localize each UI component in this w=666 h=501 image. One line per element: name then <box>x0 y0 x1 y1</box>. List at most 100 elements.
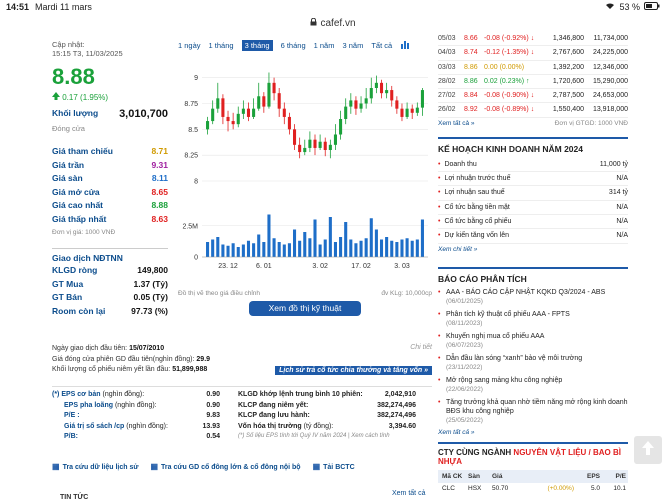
analysis-reports: BÁO CÁO PHÂN TÍCH AAA - BÁO CÁO CẬP NHẬT… <box>438 266 628 436</box>
trade-price-text: 8.86 <box>464 63 478 71</box>
trade-history-see-all[interactable]: Xem tất cả » <box>438 119 475 127</box>
status-bar: 14:51 Mardi 11 mars 53 % <box>0 0 666 14</box>
price-row: Giá trần 9.31 <box>52 159 168 173</box>
candle-body <box>420 90 424 108</box>
plan-row: Cổ tức bằng tiền mặt N/A <box>438 201 628 215</box>
plan-details-link[interactable]: Xem chi tiết » <box>438 245 478 253</box>
industry-cell: 50.70 <box>492 484 509 492</box>
candle-body <box>241 108 245 114</box>
shareholder-trades-link[interactable]: ▦ Tra cứu GD cổ đông lớn & cổ đông nội bộ <box>150 462 300 471</box>
eps-note[interactable]: (*) Số liệu EPS tính tới Quý IV năm 2024… <box>238 433 390 439</box>
info-line: Ngày giao dịch đầu tiên: 15/07/2010 <box>52 344 432 355</box>
candle-body <box>385 90 389 94</box>
tab-6-months[interactable]: 6 tháng <box>280 41 306 50</box>
foreign-row-label: KLGD ròng <box>52 265 98 275</box>
volume-bar <box>287 243 291 257</box>
history-data-link[interactable]: ▦ Tra cứu dữ liệu lịch sử <box>52 462 138 471</box>
trade-date-text: 28/02 <box>438 77 456 85</box>
address-bar[interactable]: cafef.vn <box>0 14 666 32</box>
tab-all[interactable]: Tất cả <box>371 41 393 50</box>
financial-report-link[interactable]: ▦ Tải BCTC <box>313 462 355 471</box>
foreign-trading-box: Giao dịch NĐTNN KLGD ròng 149,800 GT Mua 1… <box>52 248 168 318</box>
report-item[interactable]: Phân tích kỹ thuật cổ phiếu AAA - FPTS(0… <box>438 310 628 328</box>
tab-1-day[interactable]: 1 ngày <box>178 41 201 50</box>
volume-bar <box>226 245 230 257</box>
tab-1-year[interactable]: 1 năm <box>313 41 335 50</box>
candle-body <box>313 139 317 148</box>
candle-body <box>277 93 281 109</box>
industry-header-row: Mã CK Sàn Giá EPS P/E <box>438 469 628 483</box>
price-row: Giá cao nhất 8.88 <box>52 199 168 213</box>
listing-info: Chi tiết Ngày giao dịch đầu tiên: 15/07/… <box>52 344 432 376</box>
candle-body <box>298 144 302 153</box>
volume-bar <box>374 229 378 257</box>
plan-value: 11,000 tỷ <box>599 160 628 168</box>
technical-chart-button[interactable]: Xem đồ thị kỹ thuật <box>249 301 361 316</box>
report-item[interactable]: Dẫn đầu làn sóng “xanh” bảo vệ môi trườn… <box>438 354 628 372</box>
x-tick-label: 23. 12 <box>218 263 238 270</box>
fin-row: KLCP đang lưu hành: 382,274,496 <box>238 411 416 422</box>
arrow-up-icon <box>641 440 655 461</box>
price-row-label: Giá trần <box>52 159 85 170</box>
info-line-label: Khối lượng cổ phiếu niêm yết lần đầu: <box>52 366 171 373</box>
price-row-value: 9.31 <box>151 159 168 170</box>
trade-volume: 2,767,600 <box>540 46 584 59</box>
tab-1-month[interactable]: 1 tháng <box>208 41 234 50</box>
volume-bar <box>379 239 384 257</box>
report-date: (06/01/2025) <box>446 297 483 305</box>
tab-3-months[interactable]: 3 tháng <box>241 40 273 51</box>
candle-body <box>379 82 384 94</box>
foreign-trading-title: Giao dịch NĐTNN <box>52 253 123 263</box>
price-tick-label: 8.5 <box>188 127 198 134</box>
fin-value: 13.93 <box>202 422 220 430</box>
trade-price-text: 8.86 <box>464 77 478 85</box>
trade-price: 8.74 <box>464 46 484 59</box>
volume-bar <box>257 234 261 257</box>
plan-row: Lợi nhuận sau thuế 314 tỷ <box>438 186 628 201</box>
industry-row[interactable]: CLC HSX 50.70 (+0.00%) 5.0 10.1 <box>438 483 628 494</box>
volume-row: Khối lượng 3,010,700 <box>52 108 168 120</box>
chart-bar-icon[interactable] <box>400 40 410 51</box>
price-chart-panel: 1 ngày 1 tháng 3 tháng 6 tháng 1 năm 3 n… <box>178 40 432 316</box>
url-text: cafef.vn <box>320 17 356 29</box>
report-item[interactable]: Mở rộng sang mảng khu công nghiệp(22/06/… <box>438 376 628 394</box>
plan-value: N/A <box>616 203 628 211</box>
x-tick-label: 3. 03 <box>394 263 410 270</box>
volume-bar <box>267 214 271 257</box>
industry-title-highlight: NGUYÊN VẬT LIỆU / BAO BÌ NHỰA <box>438 447 621 466</box>
price-row: Giá tham chiếu 8.71 <box>52 145 168 159</box>
candle-body <box>272 82 276 94</box>
report-item[interactable]: Khuyến nghị mua cổ phiếu AAA(06/07/2023) <box>438 332 628 350</box>
volume-bar <box>252 243 256 257</box>
report-item[interactable]: Tăng trưởng khả quan nhờ tiềm năng mở rộ… <box>438 398 628 425</box>
trade-price: 8.92 <box>464 103 484 116</box>
tab-3-years[interactable]: 3 năm <box>342 41 364 50</box>
fin-value: 3,394.60 <box>388 422 416 430</box>
news-section-title: TIN TỨC <box>60 494 89 501</box>
table-icon: ▦ <box>150 462 159 471</box>
industry-table: Mã CK Sàn Giá EPS P/E CLC HSX 50.70 (+0.… <box>438 469 628 494</box>
volume-tick-label: 0 <box>194 255 198 262</box>
trade-price: 8.66 <box>464 32 484 45</box>
volume-value: 3,010,700 <box>119 108 168 120</box>
fin-row: P/E : 9.83 <box>52 411 220 422</box>
volume-bar <box>298 240 302 257</box>
price-change-value: 0.17 (1.95%) <box>62 93 109 102</box>
report-item[interactable]: AAA - BÁO CÁO CẬP NHẬT KQKD Q3/2024 - AB… <box>438 288 628 306</box>
dividend-history-button[interactable]: Lịch sử trả cổ tức chia thưởng và tăng v… <box>275 366 432 375</box>
volume-bar <box>206 242 210 257</box>
battery-percent: 53 % <box>619 2 640 12</box>
reports-see-all[interactable]: Xem tất cả » <box>438 428 475 436</box>
volume-bar <box>231 243 235 257</box>
volume-bar <box>277 242 281 257</box>
trade-row: 05/03 8.66 -0.08 (-0.92%) ↓ 1,346,800 11,734… <box>438 32 628 47</box>
scroll-to-top-button[interactable] <box>634 436 662 464</box>
details-link[interactable]: Chi tiết <box>410 344 432 351</box>
news-see-all[interactable]: Xem tất cả <box>392 490 426 497</box>
candle-body <box>303 147 307 153</box>
candle-body <box>246 108 251 117</box>
volume-bar <box>339 237 343 257</box>
trade-change: 0.00 (0.00%) <box>484 61 540 74</box>
fin-label: KLCP đang niêm yết: <box>238 401 309 409</box>
foreign-row-value: 97.73 (%) <box>131 305 168 316</box>
